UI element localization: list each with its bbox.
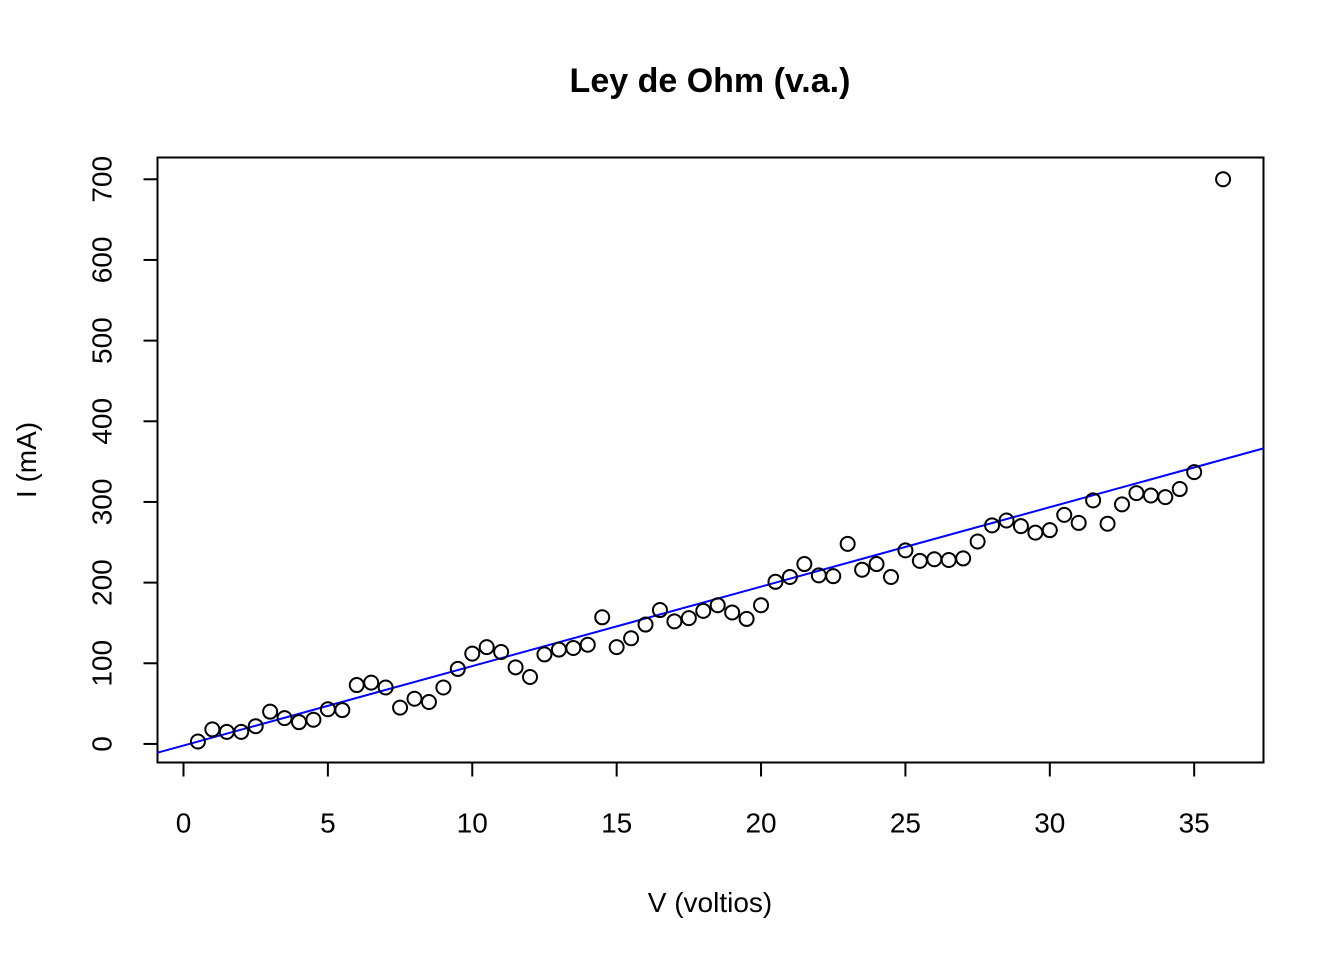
data-point	[478, 639, 495, 656]
data-point	[637, 616, 654, 633]
data-point	[536, 646, 553, 663]
x-tick-label: 10	[457, 808, 488, 839]
data-point	[290, 714, 307, 731]
data-point	[1027, 524, 1044, 541]
data-point	[767, 573, 784, 590]
x-axis-label: V (voltios)	[648, 887, 772, 918]
data-point	[854, 561, 871, 578]
plot-frame	[156, 156, 1265, 764]
data-point	[969, 533, 986, 550]
data-point	[493, 643, 510, 660]
data-point	[1142, 487, 1159, 504]
data-point	[262, 703, 279, 720]
x-tick-label: 25	[890, 808, 921, 839]
data-point	[608, 639, 625, 656]
data-point	[984, 517, 1001, 534]
y-tick-label: 700	[87, 156, 118, 203]
data-point	[897, 542, 914, 559]
data-point	[464, 645, 481, 662]
data-point	[926, 551, 943, 568]
data-point	[579, 636, 596, 653]
data-point	[550, 641, 567, 658]
data-point	[1171, 481, 1188, 498]
x-tick-label: 0	[176, 808, 192, 839]
data-point	[839, 535, 856, 552]
data-point	[796, 556, 813, 573]
data-point	[1012, 518, 1029, 535]
y-axis-label: I (mA)	[11, 422, 42, 498]
x-axis: 0 5 10 15 20 25 30 35	[176, 761, 1210, 839]
data-point	[825, 568, 842, 585]
data-point	[233, 723, 250, 740]
data-point	[363, 674, 380, 691]
data-point	[680, 610, 697, 627]
y-tick-label: 400	[87, 398, 118, 445]
data-point	[623, 630, 640, 647]
y-tick-label: 300	[87, 479, 118, 526]
data-point	[565, 639, 582, 656]
data-point	[1085, 492, 1102, 509]
data-point	[348, 677, 365, 694]
x-tick-label: 15	[601, 808, 632, 839]
x-tick-label: 35	[1179, 808, 1210, 839]
y-tick-label: 200	[87, 559, 118, 606]
y-tick-label: 100	[87, 640, 118, 687]
data-point	[1128, 485, 1145, 502]
data-point	[1099, 515, 1116, 532]
data-point	[507, 659, 524, 676]
data-point	[1056, 506, 1073, 523]
data-point	[1070, 514, 1087, 531]
data-point	[940, 552, 957, 569]
data-point	[724, 604, 741, 621]
data-point	[709, 597, 726, 614]
data-point	[911, 552, 928, 569]
data-point	[406, 690, 423, 707]
data-point	[305, 711, 322, 728]
data-point	[204, 721, 221, 738]
x-tick-label: 5	[320, 808, 336, 839]
data-point	[753, 597, 770, 614]
regression-line	[157, 447, 1264, 754]
data-point	[1215, 171, 1232, 188]
data-point	[420, 694, 437, 710]
data-point	[868, 556, 885, 573]
data-point	[522, 668, 539, 685]
x-tick-label: 30	[1034, 808, 1065, 839]
data-point	[781, 568, 798, 585]
data-point	[738, 610, 755, 627]
data-point	[1186, 464, 1203, 481]
data-point	[449, 660, 466, 677]
data-point	[695, 602, 712, 619]
data-point	[319, 701, 336, 718]
y-axis: 0 100 200 300 400 500 600 700	[87, 156, 159, 752]
data-point	[435, 679, 452, 696]
y-tick-label: 500	[87, 317, 118, 364]
y-tick-label: 600	[87, 237, 118, 284]
data-point	[666, 613, 683, 630]
data-point	[392, 699, 409, 716]
chart-title: Ley de Ohm (v.a.)	[570, 62, 851, 100]
data-point	[1157, 489, 1174, 506]
data-point	[189, 733, 206, 750]
data-point	[276, 710, 293, 727]
data-point	[377, 679, 394, 696]
data-point	[651, 602, 668, 619]
data-point	[882, 568, 899, 585]
data-point	[955, 550, 972, 567]
data-point	[594, 609, 611, 626]
data-point	[1114, 496, 1131, 513]
data-point	[247, 718, 264, 735]
y-tick-label: 0	[87, 736, 118, 752]
data-point	[1041, 522, 1058, 539]
data-point	[334, 702, 351, 719]
data-point	[998, 512, 1015, 529]
x-tick-label: 20	[745, 808, 776, 839]
